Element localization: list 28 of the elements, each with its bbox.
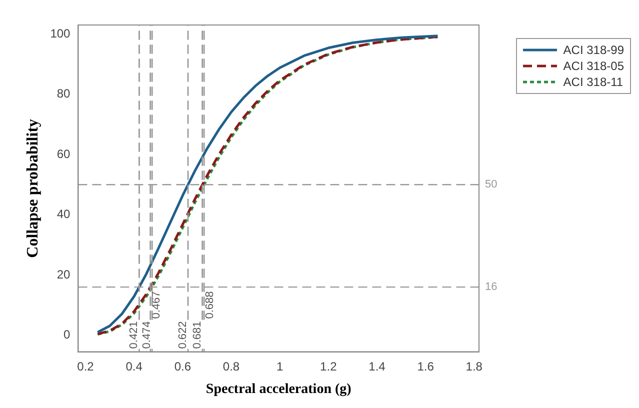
ref-line-label: 0.688: [204, 291, 216, 319]
y-tick-label: 40: [56, 207, 71, 222]
y-axis-title: Collapse probability: [24, 118, 42, 258]
legend-label: ACI 318-11: [563, 75, 624, 89]
legend-label: ACI 318-05: [563, 59, 624, 73]
x-tick-label: 1: [276, 359, 284, 374]
y-tick-label: 100: [50, 26, 71, 40]
x-tick-label: 1.4: [368, 359, 386, 374]
x-tick-label: 1.6: [417, 359, 434, 374]
ref-line-label: 50: [485, 178, 498, 191]
y-tick-label: 80: [56, 86, 71, 101]
ref-line-label: 0.474: [141, 321, 154, 349]
x-axis-title: Spectral acceleration (g): [206, 382, 352, 398]
x-tick-label: 0.6: [174, 359, 192, 374]
legend-label: ACI 318-99: [563, 43, 624, 57]
x-tick-label: 0.2: [77, 359, 94, 374]
x-tick-label: 0.4: [126, 359, 143, 374]
y-tick-label: 20: [56, 267, 71, 282]
ref-line-label: 0.421: [128, 321, 140, 349]
y-tick-label: 0: [64, 328, 71, 342]
ref-line-label: 0.681: [191, 321, 204, 349]
ref-line-label: 0.622: [177, 321, 190, 349]
x-tick-label: 1.8: [466, 359, 483, 374]
x-tick-label: 0.8: [222, 359, 240, 374]
y-tick-label: 60: [56, 146, 71, 161]
ref-line-label: 0.467: [150, 291, 162, 319]
x-tick-label: 1.2: [320, 359, 338, 374]
ref-line-label: 16: [485, 281, 498, 294]
